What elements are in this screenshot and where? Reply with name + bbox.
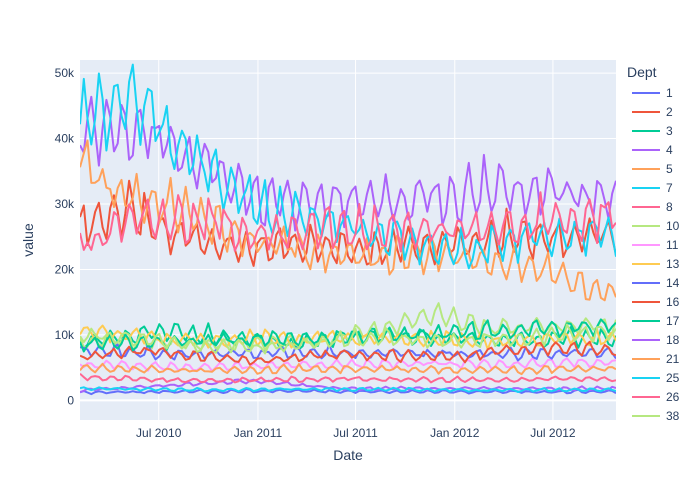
legend-entry-label: 25 [666,371,680,385]
series-line-dept-5 [80,139,616,302]
series-line-dept-13 [80,324,616,351]
legend: Dept 1 2 3 4 5 7 8 10 11 13 14 16 17 18 21 25 26 38 [627,64,680,423]
legend-entry-label: 21 [666,352,680,366]
x-tick-label: Jul 2010 [136,426,182,440]
y-tick-label: 50k [55,66,75,80]
legend-entry-label: 2 [666,105,673,119]
legend-entry-label: 3 [666,124,673,138]
series-lines [80,63,616,396]
legend-entry-label: 17 [666,314,680,328]
y-tick-label: 40k [55,132,75,146]
series-line-dept-21 [80,362,616,376]
legend-entry-label: 14 [666,276,680,290]
x-axis-title: Date [333,447,363,463]
series-line-dept-25 [80,386,616,393]
y-tick-label: 20k [55,262,75,276]
x-tick-label: Jan 2011 [234,426,283,440]
y-tick-label: 30k [55,197,75,211]
legend-entry-label: 11 [666,238,679,252]
y-tick-label: 10k [55,328,75,342]
legend-entry-label: 13 [666,257,680,271]
legend-entry-label: 10 [666,219,680,233]
legend-entry-label: 26 [666,390,680,404]
y-axis-title: value [20,223,36,257]
x-tick-label: Jan 2012 [430,426,480,440]
grid-lines [80,60,616,420]
x-tick-label: Jul 2011 [333,426,378,440]
series-line-dept-16 [80,340,616,366]
legend-entry-label: 1 [666,86,673,100]
legend-title: Dept [627,64,657,80]
y-tick-label: 0 [67,393,74,407]
series-line-dept-38 [80,323,616,355]
series-line-dept-26 [80,372,616,384]
legend-entry-label: 8 [666,200,673,214]
series-line-dept-11 [80,356,616,373]
legend-entry-label: 16 [666,295,680,309]
series-line-dept-8 [80,191,616,253]
series-line-dept-1 [80,388,616,396]
legend-entry-label: 5 [666,162,673,176]
axis-ticks: Jul 2010 Jan 2011 Jul 2011 Jan 2012 Jul 2012… [55,66,576,440]
legend-entry-label: 18 [666,333,680,347]
x-tick-label: Jul 2012 [530,426,576,440]
legend-entry-label: 38 [666,409,680,423]
legend-entry-label: 7 [666,181,673,195]
series-line-dept-2 [80,179,616,267]
legend-entry-label: 4 [666,143,673,157]
